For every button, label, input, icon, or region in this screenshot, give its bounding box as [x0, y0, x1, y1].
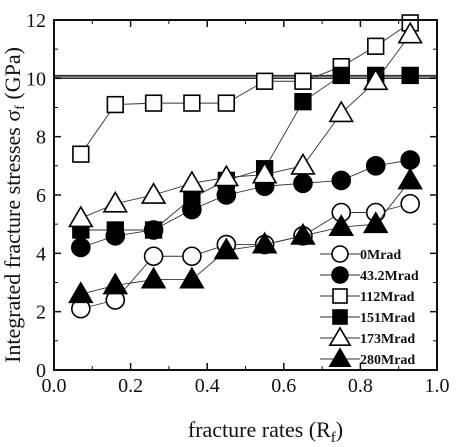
x-tick-label: 0.6: [271, 375, 296, 397]
series-line: [80, 180, 411, 295]
series-280Mrad: [68, 167, 423, 304]
data-point: [68, 281, 94, 304]
legend-label: 0Mrad: [360, 248, 401, 263]
data-point: [102, 272, 129, 295]
data-point: [294, 92, 312, 111]
legend-marker: [328, 347, 352, 368]
data-point: [290, 152, 316, 175]
y-tick-label: 8: [36, 127, 46, 149]
data-point: [72, 145, 90, 163]
series-112Mrad: [72, 14, 419, 163]
series-line: [80, 203, 411, 310]
data-point: [367, 37, 385, 55]
data-point: [328, 100, 354, 123]
y-axis-title: Integrated fracture stresses σf (GPa): [0, 47, 28, 363]
legend-marker: [331, 266, 349, 284]
series-line: [80, 159, 411, 248]
legend-label: 112Mrad: [360, 290, 415, 305]
data-point: [293, 173, 313, 194]
data-point: [290, 222, 316, 245]
series-43.2Mrad: [71, 150, 420, 258]
data-point: [397, 21, 423, 44]
data-point: [179, 266, 205, 289]
data-point: [213, 164, 240, 187]
x-tick-label: 0.8: [348, 375, 373, 397]
data-point: [140, 182, 167, 204]
y-tick-label: 6: [36, 185, 46, 207]
data-point: [331, 170, 352, 191]
data-point: [213, 237, 240, 260]
legend-label: 173Mrad: [360, 332, 415, 347]
data-point: [71, 237, 91, 258]
data-point: [106, 221, 124, 239]
y-tick-label: 10: [26, 68, 46, 90]
series-173Mrad: [68, 21, 423, 228]
data-point: [183, 189, 201, 207]
data-point: [401, 66, 419, 85]
data-point: [102, 190, 129, 213]
x-axis-title: fracture rates (Rf): [188, 417, 343, 446]
y-tick-label: 2: [36, 302, 46, 324]
y-tick-label: 4: [36, 243, 46, 265]
data-point: [365, 156, 386, 176]
series-line: [80, 34, 411, 219]
legend-label: 280Mrad: [360, 353, 415, 368]
series-layer: [68, 14, 423, 319]
data-point: [294, 72, 312, 90]
data-point: [217, 94, 236, 112]
axes: 0.0 0.2 0.4 0.6 0.8 1.0 0 2 4 6 8 10 12: [26, 10, 450, 397]
y-tick-label: 0: [36, 360, 46, 382]
data-point: [182, 246, 202, 267]
data-point: [397, 167, 423, 190]
x-tick-label: 1.0: [425, 375, 450, 397]
legend-marker: [328, 326, 352, 347]
data-point: [143, 246, 164, 267]
data-point: [179, 170, 205, 193]
data-point: [332, 66, 350, 85]
legend-marker: [332, 288, 348, 304]
x-tick-label: 0.2: [118, 375, 143, 397]
data-point: [362, 68, 389, 91]
data-point: [400, 150, 420, 170]
data-point: [255, 72, 274, 90]
legend: 0Mrad 43.2Mrad 112Mrad 151Mrad 173Mrad 280Mra…: [320, 245, 419, 368]
series-line: [80, 74, 411, 231]
legend-label: 43.2Mrad: [360, 269, 419, 284]
data-point: [251, 161, 278, 184]
y-tick-label: 12: [26, 10, 46, 32]
legend-marker: [331, 245, 349, 263]
data-point: [400, 193, 420, 214]
data-point: [68, 205, 94, 228]
data-point: [106, 95, 124, 114]
data-point: [144, 221, 163, 239]
data-point: [328, 214, 354, 236]
data-point: [251, 231, 278, 254]
data-point: [140, 266, 167, 289]
data-point: [362, 211, 389, 234]
legend-label: 151Mrad: [360, 311, 415, 326]
legend-marker: [332, 309, 348, 325]
series-line: [80, 22, 411, 155]
x-tick-label: 0.4: [195, 375, 220, 397]
data-point: [144, 94, 163, 112]
data-point: [183, 94, 201, 112]
x-tick-label: 0.0: [42, 375, 67, 397]
